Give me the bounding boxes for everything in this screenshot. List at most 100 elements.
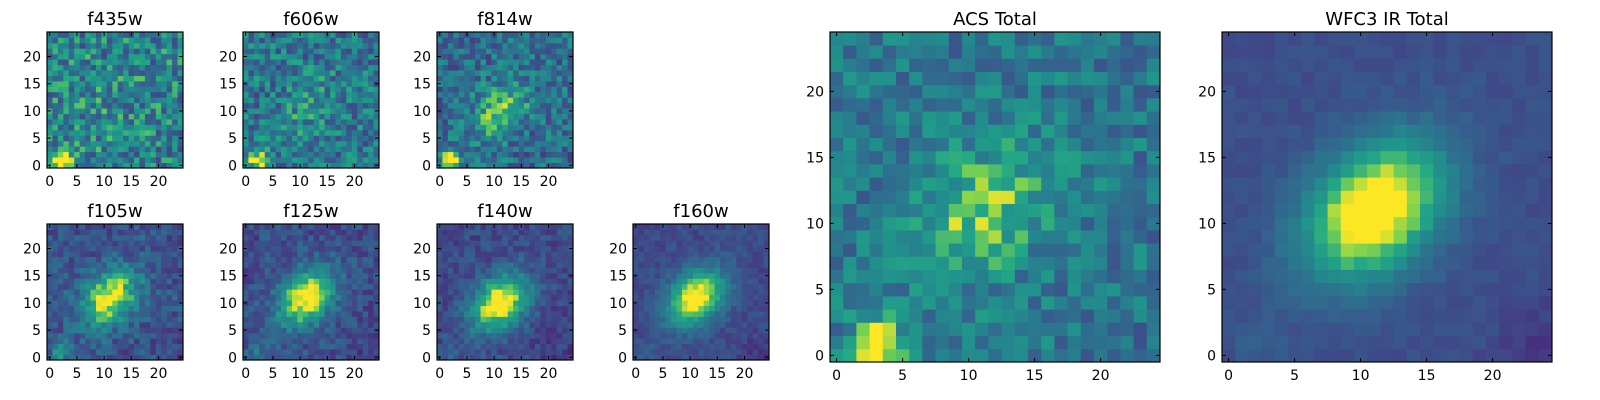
heatmap-cell (319, 224, 325, 230)
heatmap-cell (496, 37, 503, 44)
heatmap-cell (524, 64, 530, 71)
heatmap-cell (665, 251, 672, 258)
heatmap-cell (491, 332, 498, 339)
heatmap-cell (134, 70, 140, 76)
heatmap-cell (57, 97, 64, 104)
heatmap-cell (513, 42, 519, 49)
heatmap-cell (736, 305, 743, 312)
heatmap-cell (562, 278, 568, 285)
heatmap-cell (330, 135, 336, 142)
heatmap-cell (524, 59, 530, 66)
heatmap-cell (112, 97, 119, 104)
heatmap-cell (313, 32, 320, 38)
heatmap-cell (144, 311, 151, 317)
heatmap-cell (340, 157, 347, 163)
heatmap-cell (447, 321, 454, 328)
heatmap-cell (106, 48, 113, 55)
heatmap-cell (529, 113, 536, 120)
heatmap-cell (747, 256, 754, 263)
heatmap-cell (453, 37, 460, 44)
heatmap-cell (128, 119, 135, 125)
heatmap-cell (275, 59, 282, 66)
heatmap-cell (534, 108, 541, 114)
heatmap-cell (529, 289, 536, 296)
heatmap-cell (485, 321, 492, 328)
heatmap-cell (556, 338, 563, 345)
heatmap-cell (649, 338, 656, 345)
x-tick-label: 0 (435, 174, 444, 190)
heatmap-cell (139, 108, 146, 114)
heatmap-cell (177, 146, 184, 153)
heatmap-cell (281, 48, 287, 55)
heatmap-cell (518, 245, 525, 252)
heatmap-cell (373, 321, 380, 328)
heatmap-cell (1001, 216, 1016, 231)
heatmap-cell (52, 305, 59, 312)
heatmap-cell (502, 327, 509, 334)
heatmap-cell (534, 48, 541, 55)
heatmap-cell (161, 124, 168, 131)
heatmap-cell (243, 294, 249, 301)
heatmap-cell (1028, 216, 1042, 231)
heatmap-cell (253, 86, 260, 93)
heatmap-cell (286, 119, 293, 125)
heatmap-cell (464, 80, 471, 87)
heatmap-cell (291, 102, 298, 109)
heatmap-cell (649, 354, 656, 361)
heatmap-cell (155, 234, 162, 241)
heatmap-cell (68, 48, 75, 55)
heatmap-cell (551, 140, 558, 147)
heatmap-cell (502, 245, 509, 252)
heatmap-cell (524, 80, 530, 87)
heatmap-cell (442, 151, 449, 158)
heatmap-cell (57, 86, 64, 93)
heatmap-cell (665, 349, 672, 355)
heatmap-cell (502, 102, 509, 109)
heatmap-cell (496, 229, 503, 236)
heatmap-cell (676, 245, 683, 252)
heatmap-cell (496, 70, 503, 76)
heatmap-cell (248, 108, 255, 114)
heatmap-cell (437, 283, 443, 290)
heatmap-cell (166, 321, 173, 328)
heatmap-cell (567, 289, 574, 296)
heatmap-cell (297, 37, 304, 44)
heatmap-cell (556, 278, 563, 285)
heatmap-cell (123, 32, 129, 38)
heatmap-cell (95, 272, 102, 279)
heatmap-cell (529, 278, 536, 285)
heatmap-cell (155, 108, 162, 114)
heatmap-cell (95, 91, 102, 98)
heatmap-cell (63, 119, 70, 125)
heatmap-cell (491, 267, 498, 274)
heatmap-cell (253, 102, 260, 109)
heatmap-cell (264, 332, 271, 339)
heatmap-cell (291, 113, 298, 120)
heatmap-cell (730, 224, 737, 230)
heatmap-cell (534, 32, 541, 38)
heatmap-cell (362, 91, 369, 98)
heatmap-cell (681, 327, 688, 334)
heatmap-cell (475, 267, 481, 274)
heatmap-cell (856, 243, 870, 257)
heatmap-cell (101, 278, 108, 285)
heatmap-cell (106, 135, 113, 142)
heatmap-cell (741, 278, 748, 285)
heatmap-cell (172, 327, 178, 334)
heatmap-cell (297, 146, 304, 153)
heatmap-cell (562, 102, 568, 109)
heatmap-cell (351, 108, 358, 114)
heatmap-cell (1067, 282, 1082, 297)
heatmap-cell (518, 251, 525, 258)
heatmap-cell (368, 316, 374, 323)
heatmap-cell (74, 267, 81, 274)
heatmap-cell (830, 150, 844, 165)
heatmap-cell (524, 135, 530, 142)
heatmap-cell (671, 300, 677, 306)
heatmap-cell (302, 162, 309, 169)
heatmap-cell (74, 289, 81, 296)
heatmap-cell (551, 267, 558, 274)
heatmap-cell (79, 294, 86, 301)
heatmap-cell (567, 102, 574, 109)
heatmap-cell (177, 32, 184, 38)
